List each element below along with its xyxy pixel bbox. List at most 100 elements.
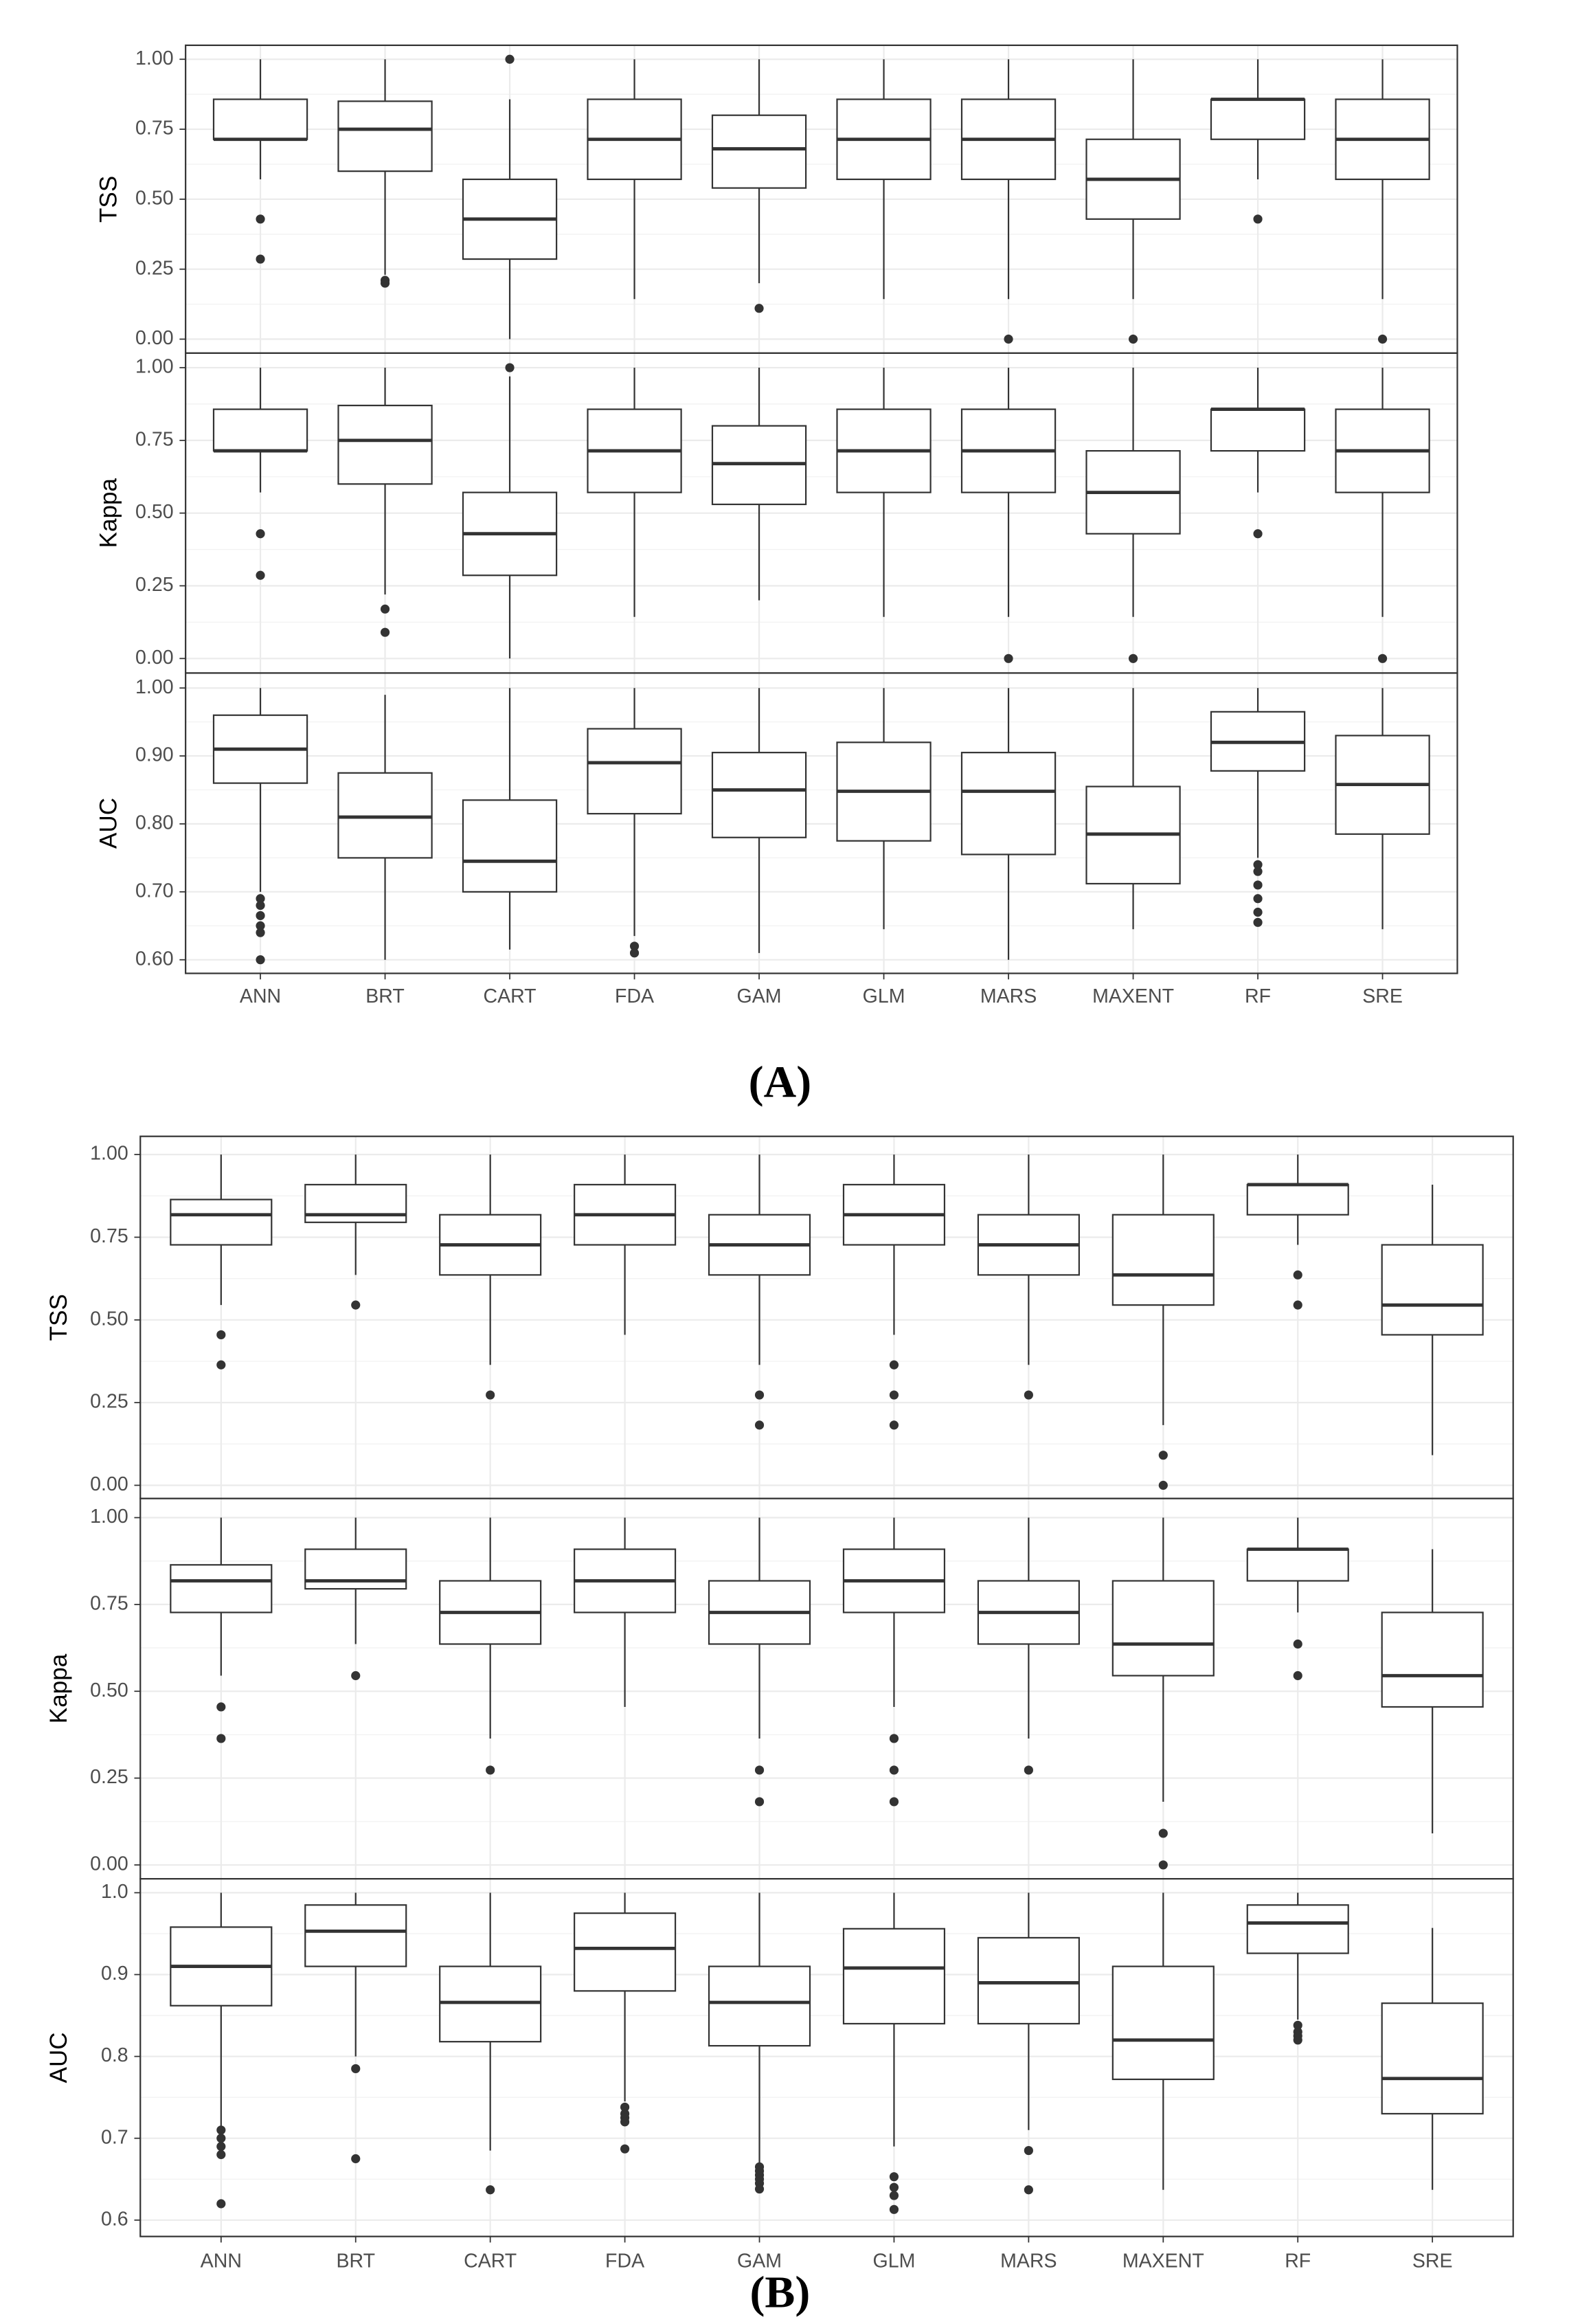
x-tick-label: GAM xyxy=(737,2250,782,2272)
outlier xyxy=(1377,334,1388,344)
x-tick-label: ANN xyxy=(240,985,281,1007)
y-tick-label: 1.00 xyxy=(90,1506,128,1528)
y-tick-label: 0.75 xyxy=(90,1592,128,1614)
y-tick-label: 0.50 xyxy=(135,501,174,523)
box xyxy=(1210,98,1306,140)
x-tick-label: MARS xyxy=(1000,2250,1057,2272)
box xyxy=(1381,1244,1484,1336)
x-tick-label: ANN xyxy=(201,2250,242,2272)
x-tick-label: SRE xyxy=(1412,2250,1453,2272)
outlier xyxy=(754,1765,765,1775)
outlier xyxy=(380,278,390,288)
box xyxy=(574,1912,677,1992)
box xyxy=(170,1564,273,1613)
y-tick-label: 0.50 xyxy=(135,187,174,209)
box xyxy=(708,1965,811,2047)
outlier xyxy=(1253,529,1263,539)
outlier xyxy=(1128,334,1138,344)
outlier xyxy=(256,570,265,580)
y-tick-label: 0.9 xyxy=(101,1963,128,1985)
outlier xyxy=(754,1420,765,1430)
box xyxy=(304,1548,407,1590)
outlier xyxy=(1024,1390,1033,1400)
outlier xyxy=(256,901,265,910)
outlier xyxy=(1253,214,1263,224)
outlier xyxy=(216,2142,226,2152)
box xyxy=(711,114,807,189)
outlier xyxy=(486,1390,495,1400)
y-tick-label: 0.25 xyxy=(90,1391,128,1413)
y-tick-label: 0.80 xyxy=(135,812,174,834)
y-axis-title: AUC xyxy=(95,798,122,849)
y-tick-label: 0.25 xyxy=(135,257,174,279)
outlier xyxy=(629,948,640,958)
outlier xyxy=(889,1420,899,1430)
outlier xyxy=(889,2172,899,2182)
outlier xyxy=(351,1671,361,1681)
outlier xyxy=(889,2204,899,2214)
box xyxy=(977,1936,1080,2025)
outlier xyxy=(620,2102,630,2112)
outlier xyxy=(889,2191,899,2200)
box xyxy=(212,408,308,452)
box xyxy=(960,752,1057,856)
y-tick-label: 1.00 xyxy=(135,356,174,378)
x-tick-label: MAXENT xyxy=(1092,985,1174,1007)
outlier xyxy=(1293,1671,1302,1681)
outlier xyxy=(256,921,265,930)
y-axis-title: Kappa xyxy=(45,1653,72,1723)
outlier xyxy=(216,1360,226,1370)
outlier xyxy=(351,2064,361,2074)
y-tick-label: 0.00 xyxy=(135,647,174,669)
outlier xyxy=(889,2182,899,2192)
y-axis-title: AUC xyxy=(45,2032,72,2083)
box xyxy=(1381,1611,1484,1708)
y-tick-label: 0.60 xyxy=(135,948,174,970)
outlier xyxy=(889,1360,899,1370)
y-tick-label: 1.00 xyxy=(90,1143,128,1165)
outlier xyxy=(1253,907,1263,917)
outlier xyxy=(216,2134,226,2143)
box xyxy=(462,799,558,893)
outlier xyxy=(620,2117,630,2127)
outlier xyxy=(216,1330,226,1340)
y-tick-label: 0.00 xyxy=(90,1853,128,1875)
outlier xyxy=(1293,2020,1302,2030)
box xyxy=(1111,1214,1215,1306)
outlier xyxy=(1253,917,1263,927)
y-axis-title: TSS xyxy=(95,176,122,223)
outlier xyxy=(620,2144,630,2154)
box xyxy=(1246,1183,1349,1216)
x-tick-label: MAXENT xyxy=(1122,2250,1204,2272)
x-tick-label: BRT xyxy=(336,2250,375,2272)
x-tick-label: MARS xyxy=(980,985,1037,1007)
box xyxy=(337,772,433,859)
box xyxy=(1381,2002,1484,2115)
outlier xyxy=(1024,2185,1033,2195)
x-tick-label: GLM xyxy=(863,985,905,1007)
outlier xyxy=(889,1797,899,1807)
outlier xyxy=(1004,334,1013,344)
outlier xyxy=(1024,2145,1033,2156)
box xyxy=(1111,1965,1215,2081)
x-tick-label: FDA xyxy=(605,2250,644,2272)
box xyxy=(304,1904,407,1967)
panel-border xyxy=(185,672,1458,974)
outlier xyxy=(1128,653,1138,663)
outlier xyxy=(216,1734,226,1743)
y-tick-label: 0.25 xyxy=(135,574,174,596)
x-tick-label: CART xyxy=(464,2250,517,2272)
outlier xyxy=(1377,653,1388,663)
x-tick-label: RF xyxy=(1245,985,1271,1007)
x-tick-label: RF xyxy=(1285,2250,1311,2272)
box xyxy=(170,1198,273,1246)
x-tick-label: CART xyxy=(483,985,536,1007)
outlier xyxy=(351,2154,361,2164)
box xyxy=(337,100,433,172)
y-tick-label: 0.00 xyxy=(90,1473,128,1495)
outlier xyxy=(380,604,390,614)
y-tick-label: 0.75 xyxy=(135,428,174,450)
outlier xyxy=(1293,1270,1302,1280)
outlier xyxy=(754,304,764,313)
outlier xyxy=(1158,1451,1168,1460)
